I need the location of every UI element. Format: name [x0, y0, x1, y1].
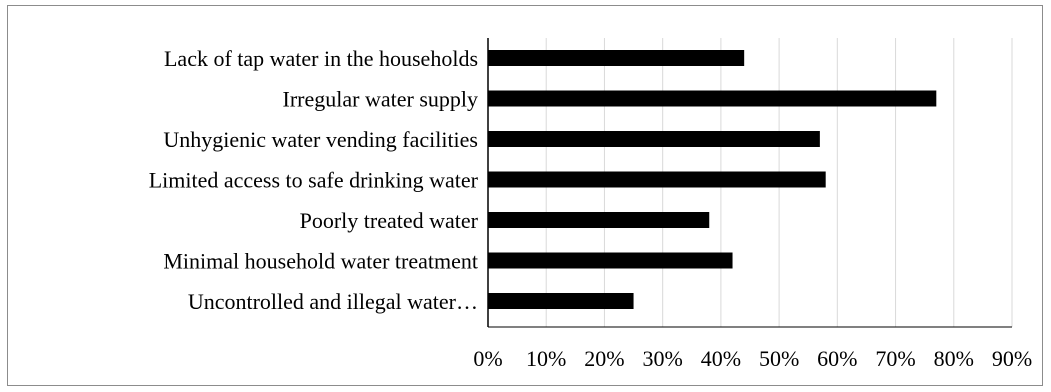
bar	[488, 131, 820, 147]
category-label: Unhygienic water vending facilities	[163, 127, 478, 152]
tick-label: 40%	[701, 346, 741, 371]
category-labels: Lack of tap water in the households Irreg…	[149, 46, 479, 314]
tick-label: 10%	[526, 346, 566, 371]
bar	[488, 212, 710, 228]
tick-label: 20%	[584, 346, 624, 371]
bar	[488, 90, 937, 107]
bar	[488, 293, 634, 309]
tick-label: 70%	[875, 346, 915, 371]
value-axis	[487, 38, 1012, 328]
tick-label: 80%	[934, 346, 974, 371]
category-label: Poorly treated water	[300, 208, 479, 233]
category-label: Irregular water supply	[283, 87, 478, 112]
tick-label: 0%	[473, 346, 502, 371]
tick-labels: 0% 10% 20% 30% 40% 50% 60% 70% 80% 90%	[473, 346, 1032, 371]
gridlines	[545, 38, 1013, 327]
bar	[488, 252, 733, 269]
category-label: Limited access to safe drinking water	[149, 168, 479, 193]
bars	[488, 50, 937, 309]
chart-frame	[7, 5, 1043, 386]
tick-label: 30%	[643, 346, 683, 371]
category-label: Lack of tap water in the households	[164, 46, 478, 71]
bar	[488, 50, 745, 66]
category-label: Uncontrolled and illegal water…	[188, 289, 478, 314]
category-label: Minimal household water treatment	[163, 249, 478, 274]
tick-label: 90%	[992, 346, 1032, 371]
tick-label: 50%	[759, 346, 799, 371]
bar	[488, 171, 826, 188]
tick-label: 60%	[817, 346, 857, 371]
